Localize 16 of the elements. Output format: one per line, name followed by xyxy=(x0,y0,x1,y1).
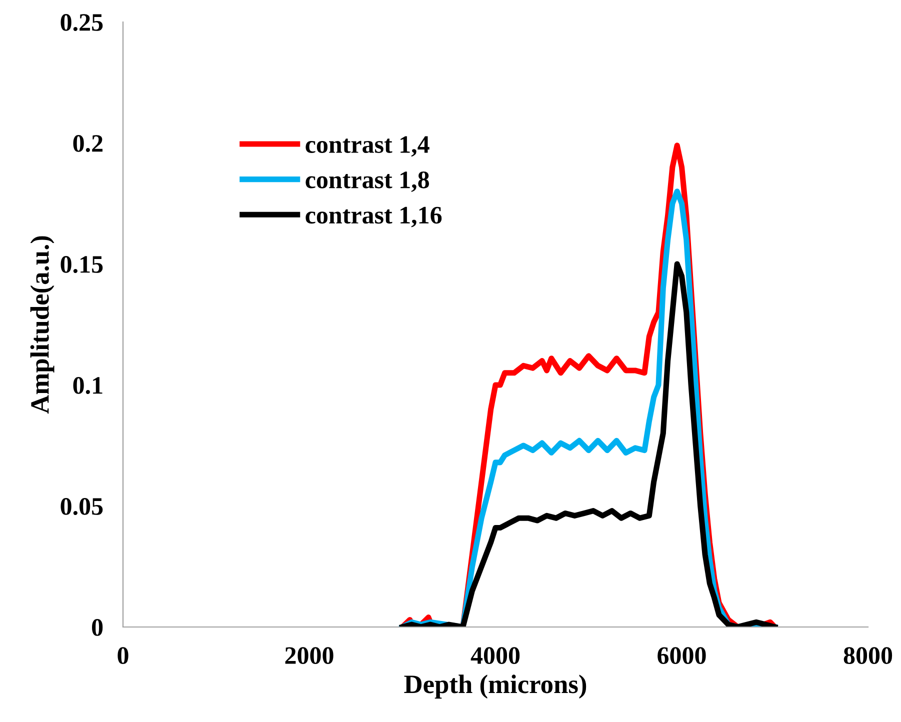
y-tick-label: 0.15 xyxy=(60,256,103,274)
y-tick-label: 0.05 xyxy=(60,498,103,516)
y-tick-label: 0 xyxy=(92,619,103,636)
x-tick-label: 4000 xyxy=(470,647,520,664)
legend-label: contrast 1,4 xyxy=(306,136,430,157)
x-axis-title: Depth (microns) xyxy=(404,674,586,699)
y-tick-label: 0.25 xyxy=(60,14,103,32)
legend-label: contrast 1,8 xyxy=(306,171,429,192)
x-tick-label: 2000 xyxy=(285,647,334,664)
y-axis-title: Amplitude(a.u.) xyxy=(30,236,54,414)
x-tick-label: 8000 xyxy=(844,647,892,664)
x-tick-label: 0 xyxy=(118,647,128,664)
legend-label: contrast 1,16 xyxy=(306,206,442,228)
y-tick-label: 0.2 xyxy=(73,135,102,152)
x-tick-label: 6000 xyxy=(658,647,706,664)
y-tick-label: 0.1 xyxy=(73,377,102,394)
